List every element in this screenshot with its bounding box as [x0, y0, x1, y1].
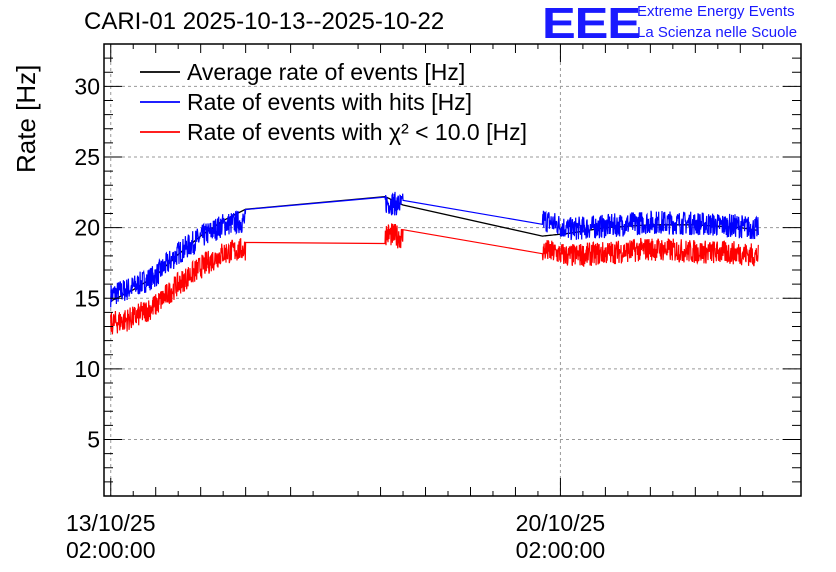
- x-tick-label-time: 02:00:00: [66, 537, 156, 563]
- y-tick-label: 5: [87, 427, 100, 453]
- y-tick-label: 15: [74, 285, 100, 311]
- y-tick-label: 10: [74, 356, 100, 382]
- y-tick-label: 30: [74, 73, 100, 99]
- logo-text-line1: Extreme Energy Events: [637, 3, 795, 20]
- legend-label-2: Rate of events with χ² < 10.0 [Hz]: [187, 119, 527, 145]
- y-tick-label: 25: [74, 144, 100, 170]
- series-line-1: [110, 191, 759, 308]
- x-tick-label-date: 20/10/25: [516, 510, 606, 536]
- y-tick-label: 20: [74, 215, 100, 241]
- x-tick-label-date: 13/10/25: [66, 510, 156, 536]
- eee-logo: EEE: [542, 0, 641, 48]
- logo-text-line2: La Scienza nelle Scuole: [637, 24, 798, 41]
- legend-label-0: Average rate of events [Hz]: [187, 59, 465, 85]
- chart-title: CARI-01 2025-10-13--2025-10-22: [84, 8, 445, 35]
- legend-label-1: Rate of events with hits [Hz]: [187, 89, 472, 115]
- series-line-2: [110, 223, 759, 335]
- x-tick-label-time: 02:00:00: [516, 537, 606, 563]
